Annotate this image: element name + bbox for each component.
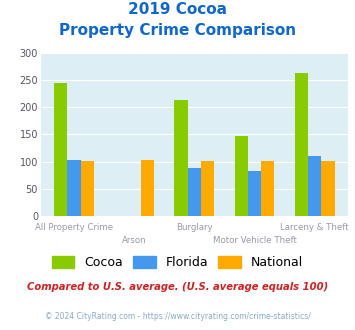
Text: Larceny & Theft: Larceny & Theft bbox=[280, 223, 349, 232]
Text: © 2024 CityRating.com - https://www.cityrating.com/crime-statistics/: © 2024 CityRating.com - https://www.city… bbox=[45, 312, 310, 321]
Bar bbox=[308, 156, 321, 216]
Legend: Cocoa, Florida, National: Cocoa, Florida, National bbox=[48, 252, 307, 273]
Text: Arson: Arson bbox=[122, 236, 147, 245]
Bar bbox=[235, 136, 248, 216]
Bar bbox=[321, 161, 335, 216]
Bar bbox=[201, 161, 214, 216]
Text: Burglary: Burglary bbox=[176, 223, 213, 232]
Bar bbox=[261, 161, 274, 216]
Bar bbox=[295, 73, 308, 216]
Text: Compared to U.S. average. (U.S. average equals 100): Compared to U.S. average. (U.S. average … bbox=[27, 282, 328, 292]
Bar bbox=[188, 168, 201, 216]
Bar bbox=[248, 171, 261, 216]
Text: 2019 Cocoa: 2019 Cocoa bbox=[128, 2, 227, 16]
Text: Motor Vehicle Theft: Motor Vehicle Theft bbox=[213, 236, 296, 245]
Bar bbox=[67, 160, 81, 216]
Text: All Property Crime: All Property Crime bbox=[35, 223, 113, 232]
Bar bbox=[175, 100, 188, 216]
Bar bbox=[81, 161, 94, 216]
Bar bbox=[141, 160, 154, 216]
Bar bbox=[54, 83, 67, 216]
Text: Property Crime Comparison: Property Crime Comparison bbox=[59, 23, 296, 38]
